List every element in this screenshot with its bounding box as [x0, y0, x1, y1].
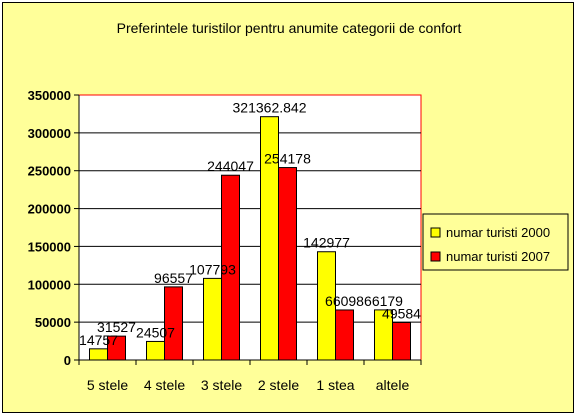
bar — [278, 167, 297, 361]
y-axis-ticks: 0 50000 100000 150000 200000 250000 300000 3500… — [28, 88, 80, 368]
y-tick-label: 150000 — [28, 239, 71, 254]
data-label: 66179 — [364, 293, 403, 309]
bar — [164, 286, 183, 361]
x-tick-label: 3 stele — [201, 377, 242, 393]
data-label: 142977 — [303, 235, 350, 251]
bar — [392, 321, 411, 361]
data-label: 49584 — [382, 305, 421, 321]
data-label: 31527 — [97, 319, 136, 335]
y-tick-label: 350000 — [28, 88, 71, 103]
x-tick-label: 2 stele — [258, 377, 299, 393]
data-label: 66098 — [325, 293, 364, 309]
legend-swatch-2007 — [430, 251, 441, 262]
y-tick-label: 0 — [64, 353, 71, 368]
y-tick-label: 50000 — [35, 315, 71, 330]
x-tick-label: 5 stele — [87, 377, 128, 393]
data-label: 254178 — [264, 151, 311, 167]
gridlines — [79, 132, 421, 323]
legend-label-2007: numar turisti 2007 — [446, 249, 550, 264]
chart-title: Preferintele turistilor pentru anumite c… — [117, 20, 462, 36]
data-label: 321362.842 — [233, 100, 307, 116]
bar — [89, 348, 108, 361]
x-tick-label: altele — [376, 377, 410, 393]
data-label: 107793 — [189, 261, 236, 277]
bar — [146, 340, 165, 361]
legend-label-2000: numar turisti 2000 — [446, 225, 550, 240]
x-tick-label: 1 stea — [316, 377, 354, 393]
data-label: 244047 — [207, 158, 254, 174]
y-tick-label: 100000 — [28, 277, 71, 292]
x-tick-label: 4 stele — [144, 377, 185, 393]
bars — [89, 116, 411, 361]
data-label: 96557 — [154, 270, 193, 286]
bar — [335, 309, 354, 361]
y-tick-label: 250000 — [28, 164, 71, 179]
data-label: 14757 — [79, 332, 118, 348]
data-label: 24507 — [136, 324, 175, 340]
bar — [203, 277, 222, 361]
x-axis-ticks: 5 stele 4 stele 3 stele 2 stele 1 stea altele — [78, 359, 422, 393]
legend: numar turisti 2000 numar turisti 2007 — [422, 213, 569, 271]
legend-swatch-2000 — [430, 227, 441, 238]
bar-chart: Preferintele turistilor pentru anumite c… — [28, 20, 569, 393]
y-tick-label: 200000 — [28, 202, 71, 217]
legend-box — [422, 213, 569, 271]
y-tick-label: 300000 — [28, 126, 71, 141]
plot-area — [78, 94, 422, 361]
